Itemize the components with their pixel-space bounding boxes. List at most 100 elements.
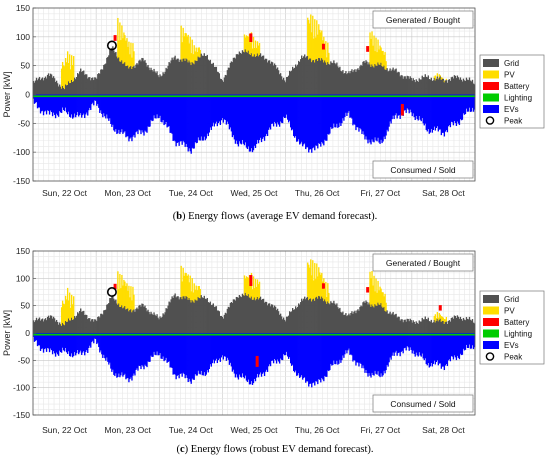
grid-bar	[449, 321, 452, 333]
grid-bar	[463, 80, 466, 95]
ev-bar	[369, 94, 371, 143]
grid-bar	[448, 320, 451, 333]
ev-bar	[146, 94, 148, 133]
legend-swatch-peak	[485, 352, 495, 361]
ev-bar	[56, 333, 59, 355]
grid-bar	[289, 312, 292, 333]
pv-bar	[309, 267, 311, 299]
ev-bar	[293, 94, 295, 137]
grid-bar	[90, 80, 92, 95]
grid-bar	[97, 316, 99, 333]
grid-bar	[407, 318, 409, 333]
ev-bar	[145, 333, 147, 366]
ev-bar	[361, 94, 363, 135]
grid-bar	[427, 75, 429, 95]
pv-bar	[307, 17, 309, 56]
grid-bar	[213, 66, 215, 95]
grid-bar	[359, 66, 361, 95]
ev-bar	[375, 333, 377, 374]
ev-bar	[266, 94, 269, 137]
pv-bar	[61, 61, 64, 86]
grid-bar	[58, 322, 61, 333]
grid-bar	[79, 71, 81, 95]
grid-bar	[99, 317, 101, 333]
grid-bar	[443, 323, 446, 333]
ev-bar	[188, 333, 190, 379]
pv-bar	[249, 283, 252, 299]
ev-bar	[472, 94, 475, 112]
grid-bar	[454, 315, 457, 333]
ev-bar	[68, 333, 71, 357]
grid-bar	[397, 316, 399, 333]
grid-bar	[101, 69, 103, 95]
ev-bar	[170, 94, 172, 133]
ev-bar	[175, 94, 177, 147]
grid-bar	[160, 317, 162, 333]
grid-bar	[78, 74, 80, 95]
pv-bar	[70, 294, 73, 318]
y-tick-label: -150	[13, 176, 30, 186]
grid-bar	[302, 300, 304, 333]
grid-bar	[412, 78, 414, 95]
grid-bar	[133, 65, 135, 95]
grid-bar	[472, 322, 475, 333]
grid-bar	[208, 60, 210, 95]
ev-bar	[233, 94, 236, 140]
ev-bar	[424, 333, 426, 359]
ev-bar	[315, 94, 317, 146]
grid-bar	[39, 80, 42, 95]
ev-bar	[268, 94, 271, 128]
grid-bar	[201, 297, 203, 333]
pv-bar	[383, 296, 385, 307]
grid-bar	[59, 86, 62, 95]
ev-bar	[335, 333, 337, 365]
ev-bar	[46, 333, 49, 349]
grid-bar	[437, 79, 440, 95]
ev-bar	[271, 333, 274, 361]
ev-bar	[105, 94, 107, 119]
grid-bar	[62, 87, 65, 95]
pv-bar	[185, 33, 187, 59]
pv-bar	[434, 314, 436, 323]
grid-bar	[270, 61, 273, 95]
grid-bar	[414, 323, 416, 333]
ev-bar	[207, 94, 209, 137]
ev-bar	[115, 333, 117, 374]
grid-bar	[438, 77, 441, 95]
grid-bar	[49, 73, 52, 95]
x-tick-label: Tue, 24 Oct	[169, 188, 214, 198]
ev-bar	[231, 333, 234, 372]
grid-bar	[361, 65, 363, 95]
ev-bar	[70, 94, 73, 115]
grid-bar	[229, 62, 232, 95]
grid-bar	[250, 296, 253, 333]
grid-bar	[380, 303, 382, 333]
ev-bar	[413, 94, 415, 118]
grid-bar	[388, 313, 390, 333]
grid-bar	[312, 299, 314, 333]
ev-bar	[389, 333, 391, 358]
pv-bar	[199, 49, 201, 58]
grid-bar	[101, 313, 103, 333]
grid-bar	[169, 302, 171, 333]
ev-bar	[112, 94, 114, 125]
grid-bar	[69, 320, 72, 333]
ev-bar	[79, 333, 81, 353]
grid-bar	[185, 58, 187, 95]
grid-bar	[125, 309, 127, 333]
ev-bar	[131, 333, 133, 381]
ev-bar	[421, 333, 423, 354]
ev-bar	[363, 94, 365, 135]
grid-bar	[70, 79, 73, 95]
ev-bar	[37, 333, 40, 346]
pv-bar	[328, 292, 330, 304]
ev-bar	[64, 333, 67, 348]
grid-bar	[125, 66, 127, 95]
grid-bar	[444, 80, 447, 95]
grid-bar	[165, 308, 167, 333]
grid-bar	[308, 59, 310, 95]
ev-bar	[196, 94, 198, 143]
legend-label-battery: Battery	[504, 82, 529, 91]
ev-bar	[320, 94, 322, 147]
